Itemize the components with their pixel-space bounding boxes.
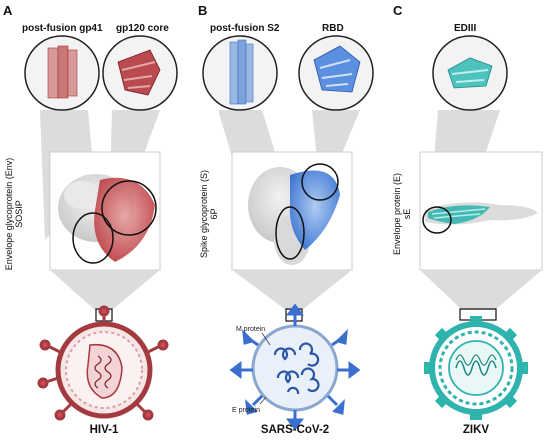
protein-label-env-line1: Envelope glycoprotein (Env) <box>4 157 14 271</box>
zoom-circle-rbd <box>298 35 374 111</box>
callout-e-protein: E protein <box>232 407 261 414</box>
virus-name-sars-cov-2: SARS-CoV-2 <box>260 424 330 436</box>
zoom-circle-gp120 <box>102 35 178 111</box>
virus-name-zikv: ZIKV <box>462 424 490 436</box>
e-protein-pointer <box>259 396 267 405</box>
panel-b-letter: B <box>198 3 208 18</box>
e-protein-structure <box>425 202 538 225</box>
zoom-circle-gp41 <box>24 35 100 111</box>
protein-label-spike-line1: Spike glycoprotein (S) <box>199 169 209 259</box>
panel-c-letter: C <box>393 3 403 18</box>
zikv-virion <box>424 316 528 420</box>
zoom-cone-virion-b <box>232 270 352 310</box>
virus-name-hiv: HIV-1 <box>89 424 119 436</box>
zoom-cone-virion-a <box>50 270 160 310</box>
zoom-circle-ediii <box>432 35 508 111</box>
highlight-circle-s2 <box>275 206 305 260</box>
panel-c <box>419 35 543 420</box>
callout-m-protein: M protein <box>236 326 266 333</box>
protein-label-e-line1: Envelope protein (E) <box>392 172 402 256</box>
protein-label-spike: Spike glycoprotein (S) 6P <box>199 154 225 274</box>
panel-b <box>202 35 374 431</box>
zoom-label-rbd: RBD <box>322 23 344 34</box>
panel-a <box>24 35 178 421</box>
hiv-virion <box>37 305 169 421</box>
highlight-circle-ediii <box>422 206 452 234</box>
sars-cov-2-virion <box>229 303 361 431</box>
spike-trimer-structure <box>248 167 340 265</box>
highlight-circle-gp41 <box>72 212 114 264</box>
highlight-circle-rbd <box>301 163 339 201</box>
protein-label-spike-line2: 6P <box>209 208 220 220</box>
zoom-label-s2: post-fusion S2 <box>210 23 280 34</box>
zoom-circle-s2 <box>202 35 278 111</box>
m-protein-pointer <box>261 332 271 346</box>
env-trimer-structure <box>58 174 155 262</box>
zoom-label-gp41: post-fusion gp41 <box>22 23 103 34</box>
zoom-cone-virion-c <box>420 270 542 310</box>
highlight-circle-gp120 <box>101 180 157 236</box>
protein-label-env-line2: SOSIP <box>14 200 25 228</box>
zoom-label-ediii: EDIII <box>454 23 477 34</box>
zoom-label-gp120: gp120 core <box>116 23 169 34</box>
protein-label-env: Envelope glycoprotein (Env) SOSIP <box>4 149 30 279</box>
panel-a-letter: A <box>3 3 13 18</box>
protein-label-e-line2: sE <box>402 208 413 220</box>
protein-label-e: Envelope protein (E) sE <box>392 159 418 269</box>
